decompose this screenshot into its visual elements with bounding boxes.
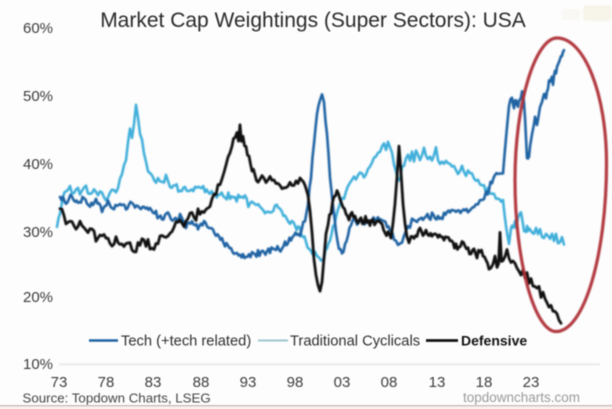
svg-text:08: 08 [381,374,398,391]
svg-text:23: 23 [523,374,540,391]
svg-text:Tech (+tech related): Tech (+tech related) [121,334,251,350]
svg-text:78: 78 [98,374,115,391]
svg-text:Defensive: Defensive [461,333,527,349]
svg-text:98: 98 [287,374,304,391]
svg-text:50%: 50% [23,88,53,105]
svg-text:topdowncharts.com: topdowncharts.com [463,390,580,405]
svg-text:Market Cap Weightings (Super S: Market Cap Weightings (Super Sectors): U… [100,9,526,32]
svg-text:40%: 40% [23,156,53,173]
svg-text:10%: 10% [23,356,53,373]
svg-text:73: 73 [51,374,68,391]
svg-text:20%: 20% [23,289,53,306]
svg-text:60%: 60% [23,20,53,37]
svg-text:93: 93 [240,374,257,391]
svg-text:83: 83 [145,374,162,391]
svg-text:13: 13 [429,374,446,391]
svg-text:18: 18 [476,374,493,391]
svg-text:Traditional Cyclicals: Traditional Cyclicals [290,334,420,350]
svg-text:30%: 30% [23,224,53,241]
svg-text:88: 88 [193,374,210,391]
svg-text:03: 03 [334,374,351,391]
svg-text:Source: Topdown Charts, LSEG: Source: Topdown Charts, LSEG [23,391,211,406]
